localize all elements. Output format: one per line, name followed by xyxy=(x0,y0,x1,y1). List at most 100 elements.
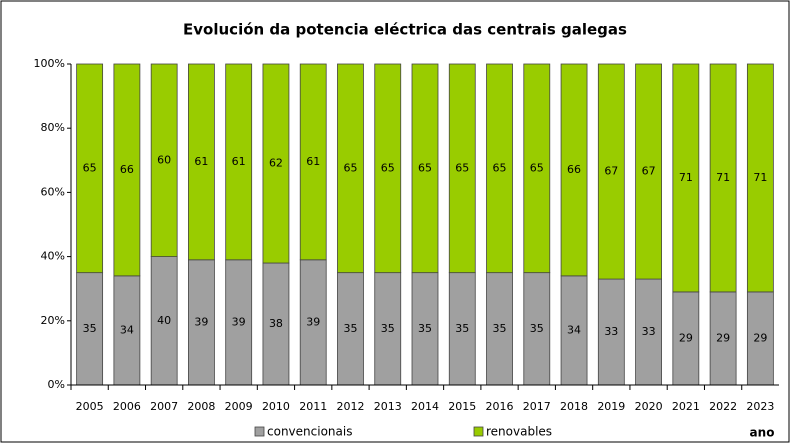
bar-segment xyxy=(411,272,439,386)
y-tick-label: 0% xyxy=(48,378,65,391)
bar-segment xyxy=(76,272,104,386)
data-label: 62 xyxy=(269,157,283,170)
y-tick-label: 20% xyxy=(41,314,65,327)
data-label: 65 xyxy=(381,161,395,174)
bar-segment xyxy=(635,278,662,386)
data-label: 35 xyxy=(455,322,469,335)
x-tick-label: 2011 xyxy=(299,400,327,413)
x-axis-label: ano xyxy=(750,426,775,440)
bar-segment xyxy=(299,63,327,261)
x-tick-label: 2013 xyxy=(374,400,402,413)
bar-segment xyxy=(560,275,588,386)
bar-segment xyxy=(709,63,737,293)
data-label: 39 xyxy=(306,315,320,328)
data-label: 65 xyxy=(343,161,357,174)
bar-segment xyxy=(411,63,439,274)
x-tick-label: 2005 xyxy=(76,400,104,413)
data-label: 67 xyxy=(642,165,656,178)
bar-segment xyxy=(746,63,774,293)
bar-segment xyxy=(150,63,178,258)
x-tick-label: 2019 xyxy=(597,400,625,413)
data-label: 38 xyxy=(269,317,283,330)
bar-segment xyxy=(709,291,737,386)
bar-segment xyxy=(448,63,476,274)
bar-segment xyxy=(486,63,513,274)
y-tick-label: 60% xyxy=(41,185,65,198)
data-label: 71 xyxy=(716,171,730,184)
y-tick-label: 100% xyxy=(34,57,65,70)
data-label: 61 xyxy=(194,155,208,168)
data-label: 34 xyxy=(567,323,581,336)
bar-segment xyxy=(746,291,774,386)
x-tick-label: 2014 xyxy=(411,400,439,413)
x-tick-label: 2016 xyxy=(486,400,514,413)
data-label: 29 xyxy=(679,331,693,344)
bar-segment xyxy=(635,63,662,280)
data-label: 35 xyxy=(530,322,544,335)
data-label: 29 xyxy=(753,331,767,344)
x-tick-label: 2015 xyxy=(448,400,476,413)
x-tick-label: 2009 xyxy=(225,400,253,413)
legend-swatch xyxy=(254,426,265,437)
data-label: 35 xyxy=(343,322,357,335)
x-tick-label: 2017 xyxy=(523,400,551,413)
bar-segment xyxy=(523,63,551,274)
bar-segment xyxy=(225,63,253,261)
data-label: 67 xyxy=(604,165,618,178)
data-label: 40 xyxy=(157,314,171,327)
data-label: 35 xyxy=(83,322,97,335)
data-label: 65 xyxy=(530,161,544,174)
data-label: 33 xyxy=(604,325,618,338)
bar-segment xyxy=(560,63,588,277)
data-label: 66 xyxy=(120,163,134,176)
data-label: 39 xyxy=(194,315,208,328)
data-label: 61 xyxy=(306,155,320,168)
data-label: 29 xyxy=(716,331,730,344)
legend-label: convencionais xyxy=(267,425,352,439)
x-tick-label: 2022 xyxy=(709,400,737,413)
data-label: 65 xyxy=(83,161,97,174)
data-label: 35 xyxy=(493,322,507,335)
bar-segment xyxy=(597,63,625,280)
bar-segment xyxy=(337,63,364,274)
bar-segment xyxy=(262,262,290,386)
bar-segment xyxy=(113,275,141,386)
data-label: 60 xyxy=(157,153,171,166)
data-label: 33 xyxy=(642,325,656,338)
x-tick-label: 2020 xyxy=(635,400,663,413)
data-label: 65 xyxy=(455,161,469,174)
x-tick-label: 2023 xyxy=(746,400,774,413)
x-tick-label: 2007 xyxy=(150,400,178,413)
x-tick-label: 2012 xyxy=(336,400,364,413)
data-label: 66 xyxy=(567,163,581,176)
y-tick-label: 80% xyxy=(41,121,65,134)
x-tick-label: 2021 xyxy=(672,400,700,413)
legend-label: renovables xyxy=(486,425,552,439)
chart-title: Evolución da potencia eléctrica das cent… xyxy=(183,21,627,39)
bar-segment xyxy=(374,63,402,274)
bar-segment xyxy=(76,63,104,274)
data-label: 35 xyxy=(381,322,395,335)
legend-swatch xyxy=(473,426,484,437)
bar-segment xyxy=(188,63,215,261)
x-tick-label: 2018 xyxy=(560,400,588,413)
data-label: 35 xyxy=(418,322,432,335)
data-label: 65 xyxy=(418,161,432,174)
bar-segment xyxy=(225,259,253,386)
bar-segment xyxy=(486,272,513,386)
x-tick-label: 2006 xyxy=(113,400,141,413)
x-tick-label: 2008 xyxy=(187,400,215,413)
bar-segment xyxy=(672,63,700,293)
y-tick-label: 40% xyxy=(41,250,65,263)
bar-segment xyxy=(113,63,141,277)
data-label: 39 xyxy=(232,315,246,328)
bar-segment xyxy=(523,272,551,386)
bar-segment xyxy=(188,259,215,386)
data-label: 71 xyxy=(679,171,693,184)
data-label: 34 xyxy=(120,323,134,336)
bar-segment xyxy=(262,63,290,264)
data-label: 61 xyxy=(232,155,246,168)
x-tick-label: 2010 xyxy=(262,400,290,413)
data-label: 71 xyxy=(753,171,767,184)
